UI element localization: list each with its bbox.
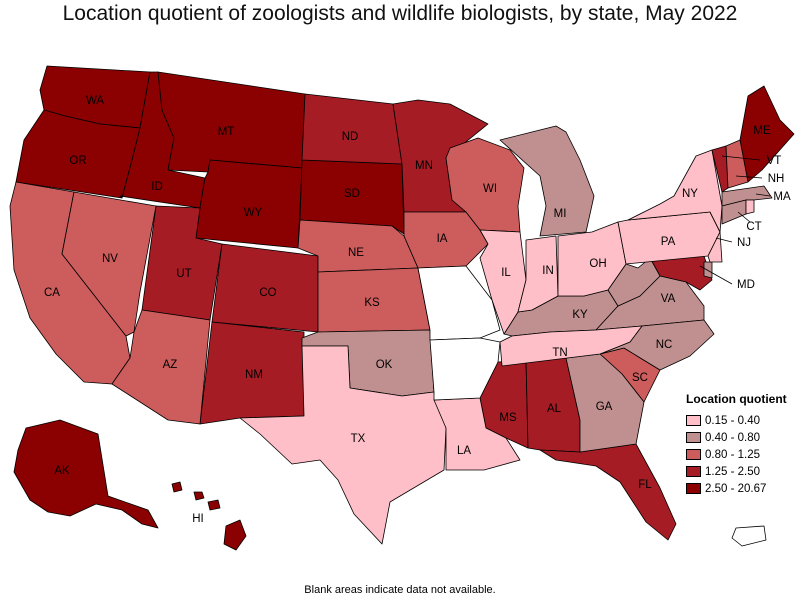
state-label-ne: NE [348,247,364,259]
leader-line-nh [735,175,763,179]
state-ar[interactable] [429,337,501,401]
state-hi[interactable] [223,519,247,551]
leader-line-vt [721,155,761,161]
state-me[interactable] [739,85,795,183]
state-label-la: LA [457,445,471,457]
legend-label: 0.15 - 0.40 [705,414,760,427]
state-tx[interactable] [239,345,447,545]
state-label-nj: NJ [737,237,751,249]
state-label-or: OR [69,155,86,167]
state-label-il: IL [501,267,511,279]
state-label-ia: IA [437,233,448,245]
legend-swatch [686,466,701,477]
leader-line-md [699,265,733,285]
state-label-wa: WA [86,95,104,107]
state-label-va: VA [661,293,676,305]
state-label-ms: MS [499,412,517,424]
state-label-mn: MN [415,160,433,172]
state-nj[interactable] [707,211,723,263]
state-fl[interactable] [539,443,677,541]
state-la[interactable] [433,397,521,471]
state-label-ak: AK [54,465,70,477]
state-label-ga: GA [596,401,613,413]
legend-label: 1.25 - 2.50 [705,465,760,478]
state-label-ca: CA [44,287,60,299]
state-label-sc: SC [632,372,648,384]
footnote: Blank areas indicate data not available. [304,584,496,596]
state-label-me: ME [753,125,771,137]
state-il[interactable] [479,229,527,335]
state-az[interactable] [111,309,211,425]
state-label-in: IN [542,265,554,277]
state-label-ma: MA [773,191,791,203]
state-nd[interactable] [301,93,403,165]
legend-title: Location quotient [686,392,787,406]
state-hi-island[interactable] [207,499,221,511]
state-label-hi: HI [192,513,204,525]
state-oh[interactable] [557,221,627,297]
legend-label: 0.80 - 1.25 [705,448,760,461]
state-wy[interactable] [195,159,303,249]
state-label-ny: NY [682,188,698,200]
state-mi[interactable] [499,125,595,237]
legend-item: 0.15 - 0.40 [686,412,798,429]
legend-item: 0.40 - 0.80 [686,429,798,446]
legend: Location quotient 0.15 - 0.40 0.40 - 0.80… [686,392,798,497]
state-mt[interactable] [157,71,306,173]
state-label-nm: NM [245,369,263,381]
state-ak[interactable] [13,419,159,529]
state-nh[interactable] [725,139,749,189]
legend-label: 0.40 - 0.80 [705,431,760,444]
state-hi-island[interactable] [171,481,183,493]
state-label-nc: NC [656,339,673,351]
state-label-ct: CT [746,221,761,233]
state-label-mi: MI [554,208,567,220]
legend-label: 2.50 - 20.67 [705,482,767,495]
state-ri[interactable] [745,199,755,215]
state-label-tx: TX [351,433,366,445]
legend-item: 1.25 - 2.50 [686,463,798,480]
state-label-wy: WY [244,207,263,219]
state-label-co: CO [259,287,276,299]
legend-swatch [686,432,701,443]
state-label-md: MD [737,279,755,291]
state-in[interactable] [517,235,559,313]
state-label-al: AL [547,403,562,415]
legend-swatch [686,483,701,494]
state-label-tn: TN [552,347,567,359]
state-ga[interactable] [565,353,645,453]
leader-line-ct [737,211,751,223]
state-tn[interactable] [499,325,643,367]
state-label-ok: OK [376,359,393,371]
legend-item: 2.50 - 20.67 [686,480,798,497]
state-id[interactable] [119,71,206,209]
state-label-wi: WI [483,183,497,195]
state-label-nd: ND [342,131,359,143]
leader-line-ma [755,193,771,197]
legend-swatch [686,415,701,426]
state-pr[interactable] [731,525,767,547]
legend-item: 0.80 - 1.25 [686,446,798,463]
state-label-id: ID [151,181,163,193]
state-label-ks: KS [364,297,380,309]
legend-swatch [686,449,701,460]
state-label-oh: OH [589,258,606,270]
state-mo[interactable] [417,265,501,341]
state-label-pa: PA [661,236,676,248]
state-label-fl: FL [638,479,652,491]
state-label-ky: KY [572,309,588,321]
state-label-ut: UT [176,268,191,280]
state-hi-island[interactable] [193,491,205,501]
state-label-vt: VT [767,155,782,167]
state-label-nv: NV [102,253,118,265]
state-label-mt: MT [218,126,235,138]
leader-line-nj [715,237,733,243]
state-label-az: AZ [163,359,178,371]
state-label-sd: SD [344,188,360,200]
state-label-nh: NH [768,173,785,185]
map-title: Location quotient of zoologists and wild… [62,2,738,25]
state-de[interactable] [703,261,713,279]
